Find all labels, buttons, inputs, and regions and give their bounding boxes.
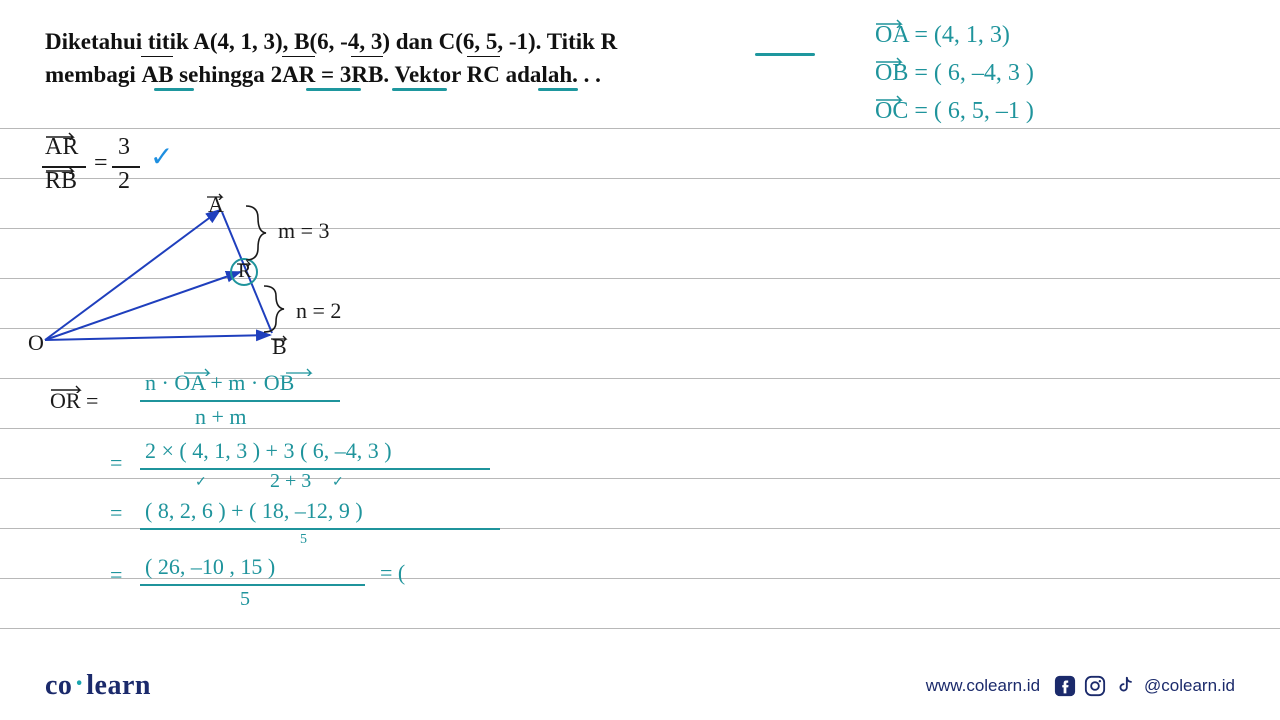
logo-learn: learn — [86, 670, 151, 701]
frac-bar — [140, 584, 365, 586]
underline-2ar — [306, 88, 361, 91]
problem-text: = — [315, 62, 340, 87]
ratio-ar: AR — [45, 134, 78, 161]
social-icons: @colearn.id — [1054, 675, 1235, 697]
s3-eq: = — [110, 500, 122, 526]
tiny-check-icon: ✓ — [332, 474, 344, 491]
vec-ab: AB — [141, 58, 173, 91]
underline-ab — [154, 88, 194, 91]
problem-text: 3 — [340, 62, 352, 87]
tiny-check-icon: ✓ — [195, 474, 207, 491]
vec-rb: RB — [351, 58, 383, 91]
footer-url: www.colearn.id — [926, 676, 1040, 696]
brace-m — [240, 204, 270, 262]
underline-r — [755, 53, 815, 56]
or-num: n · OA + m · OB — [145, 370, 294, 396]
frac-bar — [140, 400, 340, 402]
checkmark-icon: ✓ — [150, 140, 173, 174]
underline-rc — [538, 88, 578, 91]
logo-dot: · — [72, 668, 86, 699]
tiktok-icon — [1114, 675, 1136, 697]
given-ob: OB = ( 6, –4, 3 ) — [875, 60, 1034, 87]
logo-co: co — [45, 670, 72, 701]
arrow-over-icon — [875, 94, 905, 104]
vec-rc: RC — [467, 58, 500, 91]
arrow-over-icon — [50, 385, 84, 393]
s2-den: 2 + 3 — [270, 470, 311, 493]
rule-line — [0, 128, 1280, 129]
s4-tail: = ( — [380, 560, 405, 586]
problem-text: 2 — [271, 62, 283, 87]
frac-bar — [140, 528, 500, 530]
ratio-eq: = — [94, 150, 108, 177]
problem-line2: membagi AB sehingga 2AR = 3RB. Vektor RC… — [45, 58, 825, 91]
footer-right: www.colearn.id @colearn.id — [926, 675, 1235, 697]
logo: co·learn — [45, 670, 151, 702]
problem-statement: Diketahui titik A(4, 1, 3), B(6, -4, 3) … — [45, 25, 825, 92]
ratio-3: 3 — [118, 134, 130, 161]
brace-n — [258, 284, 288, 336]
s4-eq: = — [110, 562, 122, 588]
ratio-rb: RB — [45, 168, 77, 195]
problem-text: . Vektor — [383, 62, 466, 87]
arrow-over-icon — [285, 368, 315, 376]
s2-num: 2 × ( 4, 1, 3 ) + 3 ( 6, –4, 3 ) — [145, 438, 392, 464]
arrow-over-icon — [206, 192, 226, 200]
footer-handle: @colearn.id — [1144, 676, 1235, 696]
or-lhs: OR = — [50, 388, 98, 414]
or-den: n + m — [195, 404, 247, 430]
given-oa: OA = (4, 1, 3) — [875, 22, 1010, 49]
problem-text: membagi — [45, 62, 141, 87]
facebook-icon — [1054, 675, 1076, 697]
underline-3rb — [392, 88, 447, 91]
label-o: O — [28, 330, 44, 356]
label-m: m = 3 — [278, 218, 330, 244]
arrow-over-icon — [45, 166, 77, 174]
arrow-over-icon — [183, 368, 213, 376]
label-n: n = 2 — [296, 298, 341, 324]
ratio-2: 2 — [118, 168, 130, 195]
rule-line — [0, 428, 1280, 429]
given-oc: OC = ( 6, 5, –1 ) — [875, 98, 1034, 125]
s2-eq: = — [110, 450, 122, 476]
footer: co·learn www.colearn.id @colearn.id — [0, 670, 1280, 702]
frac-bar — [140, 468, 490, 470]
or-num-text: n · OA + m · OB — [145, 370, 294, 395]
vec-ar: AR — [282, 58, 315, 91]
problem-line1: Diketahui titik A(4, 1, 3), B(6, -4, 3) … — [45, 25, 825, 58]
s3-expr: ( 8, 2, 6 ) + ( 18, –12, 9 ) — [145, 498, 363, 524]
problem-text: adalah. . . — [500, 62, 601, 87]
s4-num: ( 26, –10 , 15 ) — [145, 554, 275, 580]
rule-line — [0, 628, 1280, 629]
problem-text: sehingga — [173, 62, 270, 87]
instagram-icon — [1084, 675, 1106, 697]
rule-line — [0, 478, 1280, 479]
arrow-over-icon — [875, 18, 905, 28]
arrow-over-icon — [875, 56, 905, 66]
five-above: 5 — [300, 532, 307, 548]
rule-line — [0, 178, 1280, 179]
s4-den: 5 — [240, 588, 250, 611]
arrow-over-icon — [45, 132, 77, 140]
